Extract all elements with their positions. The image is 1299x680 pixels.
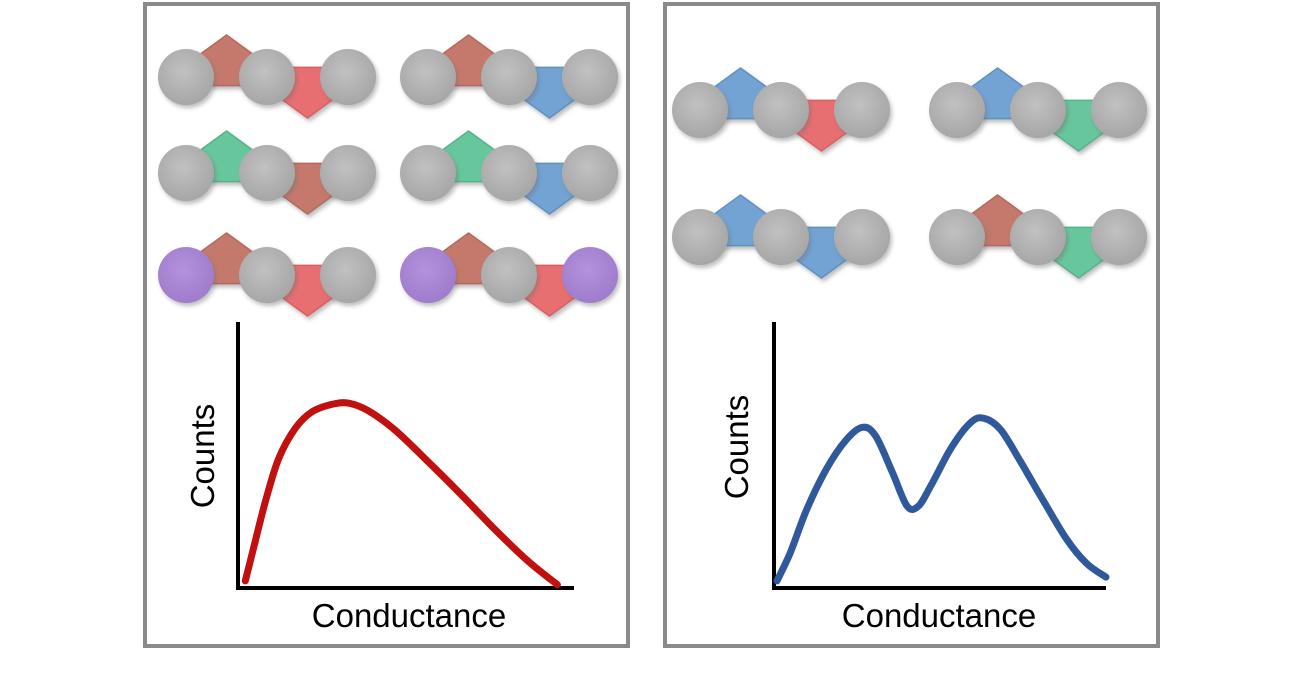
gray-electrode-circle [320, 247, 376, 303]
gray-electrode-circle [320, 145, 376, 201]
conductance-histogram-right [772, 322, 1110, 590]
gray-electrode-circle [1010, 82, 1066, 138]
gray-electrode-circle [1010, 209, 1066, 265]
gray-electrode-circle [672, 209, 728, 265]
histogram-curve [773, 414, 1110, 585]
purple-electrode-circle [158, 247, 214, 303]
molecule-chain [400, 34, 618, 119]
y-axis-label: Counts [184, 403, 221, 509]
molecule-chain [929, 194, 1147, 279]
gray-electrode-circle [834, 209, 890, 265]
molecule-chain [672, 67, 890, 152]
gray-electrode-circle [158, 49, 214, 105]
panel-right-bimodal: Counts Conductance [663, 2, 1160, 648]
gray-electrode-circle [753, 209, 809, 265]
gray-electrode-circle [929, 209, 985, 265]
molecule-chain-group-left [147, 6, 626, 644]
molecule-chain [929, 67, 1147, 152]
gray-electrode-circle [481, 145, 537, 201]
gray-electrode-circle [239, 247, 295, 303]
histogram-curve [241, 399, 561, 589]
gray-electrode-circle [1091, 82, 1147, 138]
gray-electrode-circle [239, 145, 295, 201]
molecule-chain-group-right [667, 6, 1156, 644]
molecule-chain [400, 130, 618, 215]
molecule-chain [158, 232, 376, 317]
gray-electrode-circle [753, 82, 809, 138]
conductance-histogram-left [236, 322, 574, 590]
gray-electrode-circle [481, 49, 537, 105]
y-axis-label: Counts [718, 394, 755, 500]
gray-electrode-circle [320, 49, 376, 105]
gray-electrode-circle [834, 82, 890, 138]
molecule-chain [400, 232, 618, 317]
gray-electrode-circle [400, 145, 456, 201]
gray-electrode-circle [400, 49, 456, 105]
molecule-chain [672, 194, 890, 279]
gray-electrode-circle [1091, 209, 1147, 265]
gray-electrode-circle [562, 49, 618, 105]
gray-electrode-circle [929, 82, 985, 138]
purple-electrode-circle [400, 247, 456, 303]
gray-electrode-circle [239, 49, 295, 105]
molecule-chain [158, 34, 376, 119]
x-axis-label: Conductance [311, 597, 507, 634]
gray-electrode-circle [672, 82, 728, 138]
gray-electrode-circle [158, 145, 214, 201]
purple-electrode-circle [562, 247, 618, 303]
gray-electrode-circle [562, 145, 618, 201]
molecule-chain [158, 130, 376, 215]
x-axis-label: Conductance [841, 597, 1037, 634]
gray-electrode-circle [481, 247, 537, 303]
panel-left-single-peak: Counts Conductance [143, 2, 630, 648]
